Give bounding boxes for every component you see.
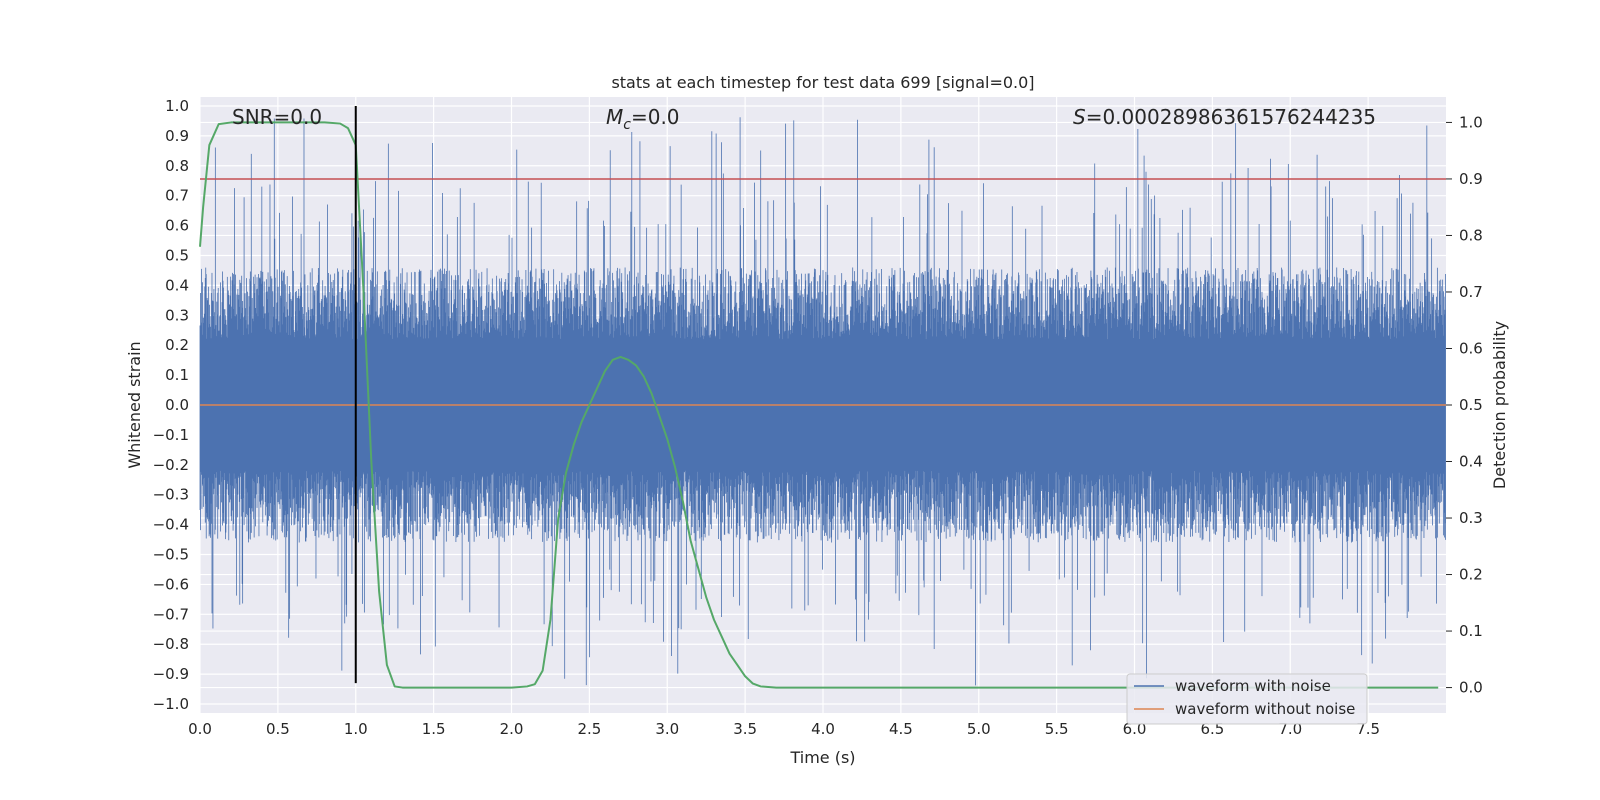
y-tick-label: −0.7 xyxy=(153,605,189,623)
axes: 0.0 0.5 1.0 1.5 2.0 2.5 3.0 3.5 4.0 4.5 5.0 5.5 6.0 6… xyxy=(153,97,1483,738)
y-tick-label: 0.0 xyxy=(165,396,189,414)
annotation-mc: Mc=0.0 xyxy=(606,105,680,133)
legend-box xyxy=(1126,673,1368,725)
y-tick-label: 0.9 xyxy=(165,127,189,145)
y-tick-label: −0.2 xyxy=(153,456,189,474)
x-tick-label: 2.5 xyxy=(577,720,601,738)
x-tick-label: 5.0 xyxy=(967,720,991,738)
legend: waveform with noise waveform without noi… xyxy=(1126,673,1368,725)
y2-tick-label: 0.1 xyxy=(1459,622,1483,640)
y2-tick-label: 0.0 xyxy=(1459,679,1483,697)
annotation-snr: SNR=0.0 xyxy=(232,105,322,129)
y-tick-label: 0.1 xyxy=(165,366,189,384)
y2-tick-label: 0.7 xyxy=(1459,283,1483,301)
y-tick-label: 0.7 xyxy=(165,187,189,205)
y-tick-label: −0.1 xyxy=(153,426,189,444)
y2-tick-label: 0.5 xyxy=(1459,396,1483,414)
y2-tick-label: 0.3 xyxy=(1459,509,1483,527)
x-tick-label: 5.5 xyxy=(1045,720,1069,738)
y2-tick-label: 0.8 xyxy=(1459,226,1483,244)
x-tick-label: 4.0 xyxy=(811,720,835,738)
y-tick-label: 0.3 xyxy=(165,306,189,324)
y-tick-label: −0.9 xyxy=(153,665,189,683)
x-tick-label: 2.0 xyxy=(500,720,524,738)
y-tick-label: −0.8 xyxy=(153,635,189,653)
x-tick-label: 4.5 xyxy=(889,720,913,738)
y2-tick-label: 1.0 xyxy=(1459,113,1483,131)
legend-label-noise: waveform with noise xyxy=(1175,677,1331,695)
y-tick-label: −0.6 xyxy=(153,575,189,593)
detection-probability-line xyxy=(199,121,1439,689)
annotation-mc-symbol: M xyxy=(606,105,623,129)
y-tick-label: −0.4 xyxy=(153,516,189,534)
x-tick-label: 1.5 xyxy=(422,720,446,738)
legend-label-clean: waveform without noise xyxy=(1175,700,1355,718)
x-axis-label: Time (s) xyxy=(789,748,855,767)
y-tick-label: −0.3 xyxy=(153,486,189,504)
y2-tick-label: 0.6 xyxy=(1459,339,1483,357)
y2-tick-label: 0.2 xyxy=(1459,566,1483,584)
y-tick-label: 1.0 xyxy=(165,97,189,115)
y-tick-label: 0.2 xyxy=(165,336,189,354)
annotation-s-symbol: S xyxy=(1073,105,1086,129)
y-tick-label: 0.8 xyxy=(165,157,189,175)
chart-title: stats at each timestep for test data 699… xyxy=(611,73,1034,92)
annotation-s-value: =0.00028986361576244235 xyxy=(1086,105,1376,129)
y-tick-label: 0.5 xyxy=(165,246,189,264)
annotation-mc-subscript: c xyxy=(623,117,631,133)
annotation-mc-value: =0.0 xyxy=(631,105,680,129)
y-axis-label: Whitened strain xyxy=(125,341,144,468)
y2-tick-label: 0.9 xyxy=(1459,170,1483,188)
x-tick-label: 3.5 xyxy=(733,720,757,738)
y-tick-label: −1.0 xyxy=(153,695,189,713)
y2-tick-label: 0.4 xyxy=(1459,453,1483,471)
x-tick-label: 1.0 xyxy=(344,720,368,738)
x-tick-label: 0.0 xyxy=(188,720,212,738)
y-tick-label: 0.4 xyxy=(165,276,189,294)
chart-lines xyxy=(199,105,1446,689)
y-tick-label: 0.6 xyxy=(165,217,189,235)
y2-axis-label: Detection probability xyxy=(1490,321,1509,489)
y-tick-label: −0.5 xyxy=(153,546,189,564)
annotation-s: S=0.00028986361576244235 xyxy=(1073,105,1376,129)
x-tick-label: 3.0 xyxy=(655,720,679,738)
x-tick-label: 0.5 xyxy=(266,720,290,738)
